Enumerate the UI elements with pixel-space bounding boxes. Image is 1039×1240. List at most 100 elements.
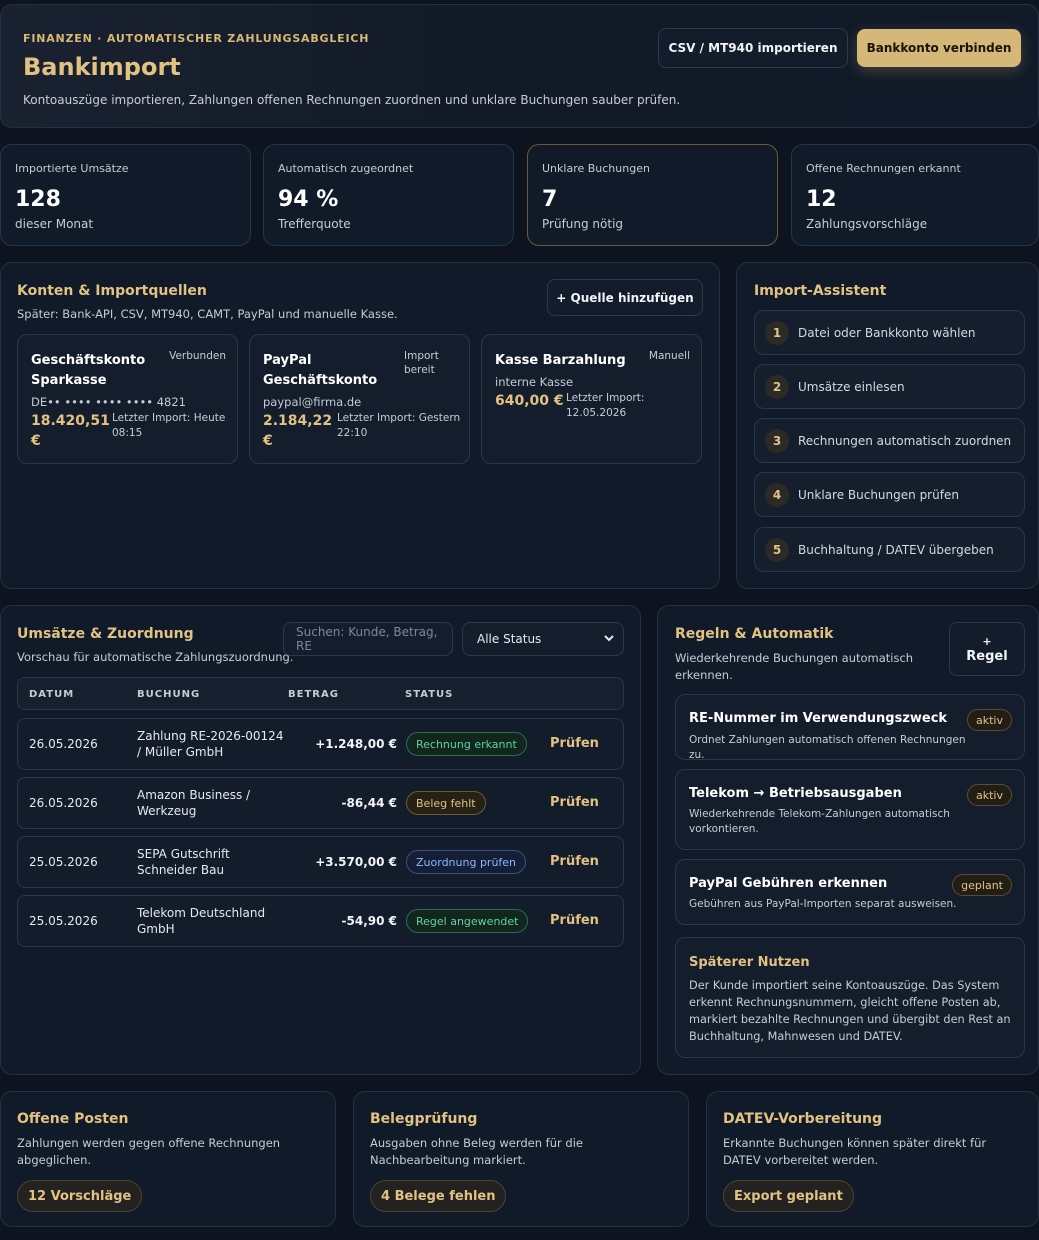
account-detail: interne Kasse [495,375,574,389]
account-last-import: Letzter Import: 12.05.2026 [566,392,645,419]
table-row[interactable]: 26.05.2026 Amazon Business / Werkzeug -8… [17,777,624,829]
review-button[interactable]: Prüfen [550,795,599,810]
stat-sub: dieser Monat [15,217,94,231]
row-amount: -54,90 € [341,914,397,928]
assistant-step[interactable]: 3 Rechnungen automatisch zuordnen [754,418,1025,463]
assistant-step[interactable]: 5 Buchhaltung / DATEV übergeben [754,527,1025,572]
account-name: Geschäftskonto Sparkasse [31,353,146,388]
card-description: Ausgaben ohne Beleg werden für die Nachb… [370,1136,583,1167]
rule-status-badge: aktiv [967,709,1012,731]
rule-description: Wiederkehrende Telekom-Zahlungen automat… [689,808,950,835]
import-csv-button[interactable]: CSV / MT940 importieren [658,28,848,68]
column-header-status: STATUS [405,689,454,700]
stat-card-unclear: Unklare Buchungen 7 Prüfung nötig [527,144,778,246]
account-status: Manuell [648,350,690,362]
step-label: Unklare Buchungen prüfen [798,488,959,502]
table-row[interactable]: 25.05.2026 Telekom Deutschland GmbH -54,… [17,895,624,947]
row-date: 26.05.2026 [29,737,98,751]
rule-title: PayPal Gebühren erkennen [689,876,888,891]
step-number: 4 [765,483,789,507]
rule-status-badge: geplant [952,874,1012,896]
search-input[interactable]: Suchen: Kunde, Betrag, RE [283,622,453,656]
review-button[interactable]: Prüfen [550,736,599,751]
step-number: 5 [765,538,789,562]
rule-title: RE-Nummer im Verwendungszweck [689,711,948,726]
connect-bank-button[interactable]: Bankkonto verbinden [857,29,1021,67]
export-button[interactable]: Export geplant [723,1180,854,1212]
stat-value: 7 [542,187,558,212]
row-booking: Telekom Deutschland GmbH [137,906,266,936]
card-title: Offene Posten [17,1111,129,1127]
step-label: Datei oder Bankkonto wählen [798,326,976,340]
account-card-sparkasse[interactable]: Geschäftskonto Sparkasse Verbunden DE•• … [17,334,238,464]
chevron-down-icon [604,635,614,642]
stat-value: 128 [15,187,61,212]
step-number: 2 [765,375,789,399]
row-amount: +3.570,00 € [315,855,397,869]
account-name: Kasse Barzahlung [495,353,626,368]
plus-icon: + [982,635,992,648]
transactions-description: Vorschau für automatische Zahlungszuordn… [17,650,294,664]
row-booking: Zahlung RE-2026-00124 / Müller GmbH [137,729,284,759]
step-label: Umsätze einlesen [798,380,905,394]
accounts-description: Später: Bank-API, CSV, MT940, CAMT, PayP… [17,307,398,321]
table-row[interactable]: 25.05.2026 SEPA Gutschrift Schneider Bau… [17,836,624,888]
status-badge: Zuordnung prüfen [406,850,527,874]
review-button[interactable]: Prüfen [550,913,599,928]
suggestions-button[interactable]: 12 Vorschläge [17,1180,143,1212]
rule-card[interactable]: Telekom → Betriebsausgaben Wiederkehrend… [675,769,1025,850]
assistant-step[interactable]: 1 Datei oder Bankkonto wählen [754,310,1025,355]
row-booking: SEPA Gutschrift Schneider Bau [137,847,230,877]
column-header-booking: BUCHUNG [137,689,201,700]
assistant-step[interactable]: 4 Unklare Buchungen prüfen [754,472,1025,517]
status-filter-value: Alle Status [477,632,542,646]
assistant-title: Import-Assistent [754,283,887,299]
add-rule-button[interactable]: + Regel [949,622,1025,676]
row-amount: -86,44 € [341,796,397,810]
stat-sub: Trefferquote [278,217,351,231]
account-card-paypal[interactable]: PayPal Geschäftskonto Import bereit payp… [249,334,470,464]
assistant-step[interactable]: 2 Umsätze einlesen [754,364,1025,409]
open-items-card: Offene Posten Zahlungen werden gegen off… [0,1091,336,1227]
step-label: Rechnungen automatisch zuordnen [798,434,1012,448]
page-description: Kontoauszüge importieren, Zahlungen offe… [23,93,681,107]
table-row[interactable]: 26.05.2026 Zahlung RE-2026-00124 / Mülle… [17,718,624,770]
status-badge: Regel angewendet [406,909,529,933]
account-iban: DE•• •••• •••• •••• 4821 [31,395,186,409]
stat-card-matched: Automatisch zugeordnet 94 % Trefferquote [263,144,514,246]
review-button[interactable]: Prüfen [550,854,599,869]
row-amount: +1.248,00 € [315,737,397,751]
step-label: Buchhaltung / DATEV übergeben [798,543,994,557]
rules-title: Regeln & Automatik [675,626,834,642]
row-date: 26.05.2026 [29,796,98,810]
stat-value: 12 [806,187,837,212]
rule-title: Telekom → Betriebsausgaben [689,786,902,801]
rule-card[interactable]: RE-Nummer im Verwendungszweck Ordnet Zah… [675,694,1025,761]
page-title: Bankimport [23,53,181,81]
transactions-title: Umsätze & Zuordnung [17,626,194,642]
step-number: 3 [765,429,789,453]
receipt-check-card: Belegprüfung Ausgaben ohne Beleg werden … [353,1091,689,1227]
account-email: paypal@firma.de [263,395,362,409]
stat-label: Importierte Umsätze [15,162,129,175]
stat-label: Unklare Buchungen [542,162,650,175]
account-balance: 18.420,51 € [31,413,110,449]
add-rule-label: Regel [966,649,1008,664]
account-card-cash[interactable]: Kasse Barzahlung Manuell interne Kasse 6… [481,334,702,464]
status-filter-select[interactable]: Alle Status [462,622,624,656]
column-header-amount: BETRAG [288,689,339,700]
card-description: Zahlungen werden gegen offene Rechnungen… [17,1136,281,1167]
account-name: PayPal Geschäftskonto [263,353,378,388]
missing-receipts-button[interactable]: 4 Belege fehlen [370,1180,507,1212]
later-benefit-card: Späterer Nutzen Der Kunde importiert sei… [675,937,1025,1058]
stat-value: 94 % [278,187,339,212]
account-last-import: Letzter Import: Heute 08:15 [112,412,226,439]
rule-card[interactable]: PayPal Gebühren erkennen Gebühren aus Pa… [675,859,1025,925]
row-date: 25.05.2026 [29,914,98,928]
card-description: Erkannte Buchungen können später direkt … [723,1136,987,1167]
account-balance: 2.184,22 € [263,413,333,449]
rule-description: Ordnet Zahlungen automatisch offenen Rec… [689,734,966,761]
card-title: Belegprüfung [370,1111,478,1127]
account-balance: 640,00 € [495,393,564,409]
add-source-button[interactable]: + Quelle hinzufügen [547,279,703,316]
